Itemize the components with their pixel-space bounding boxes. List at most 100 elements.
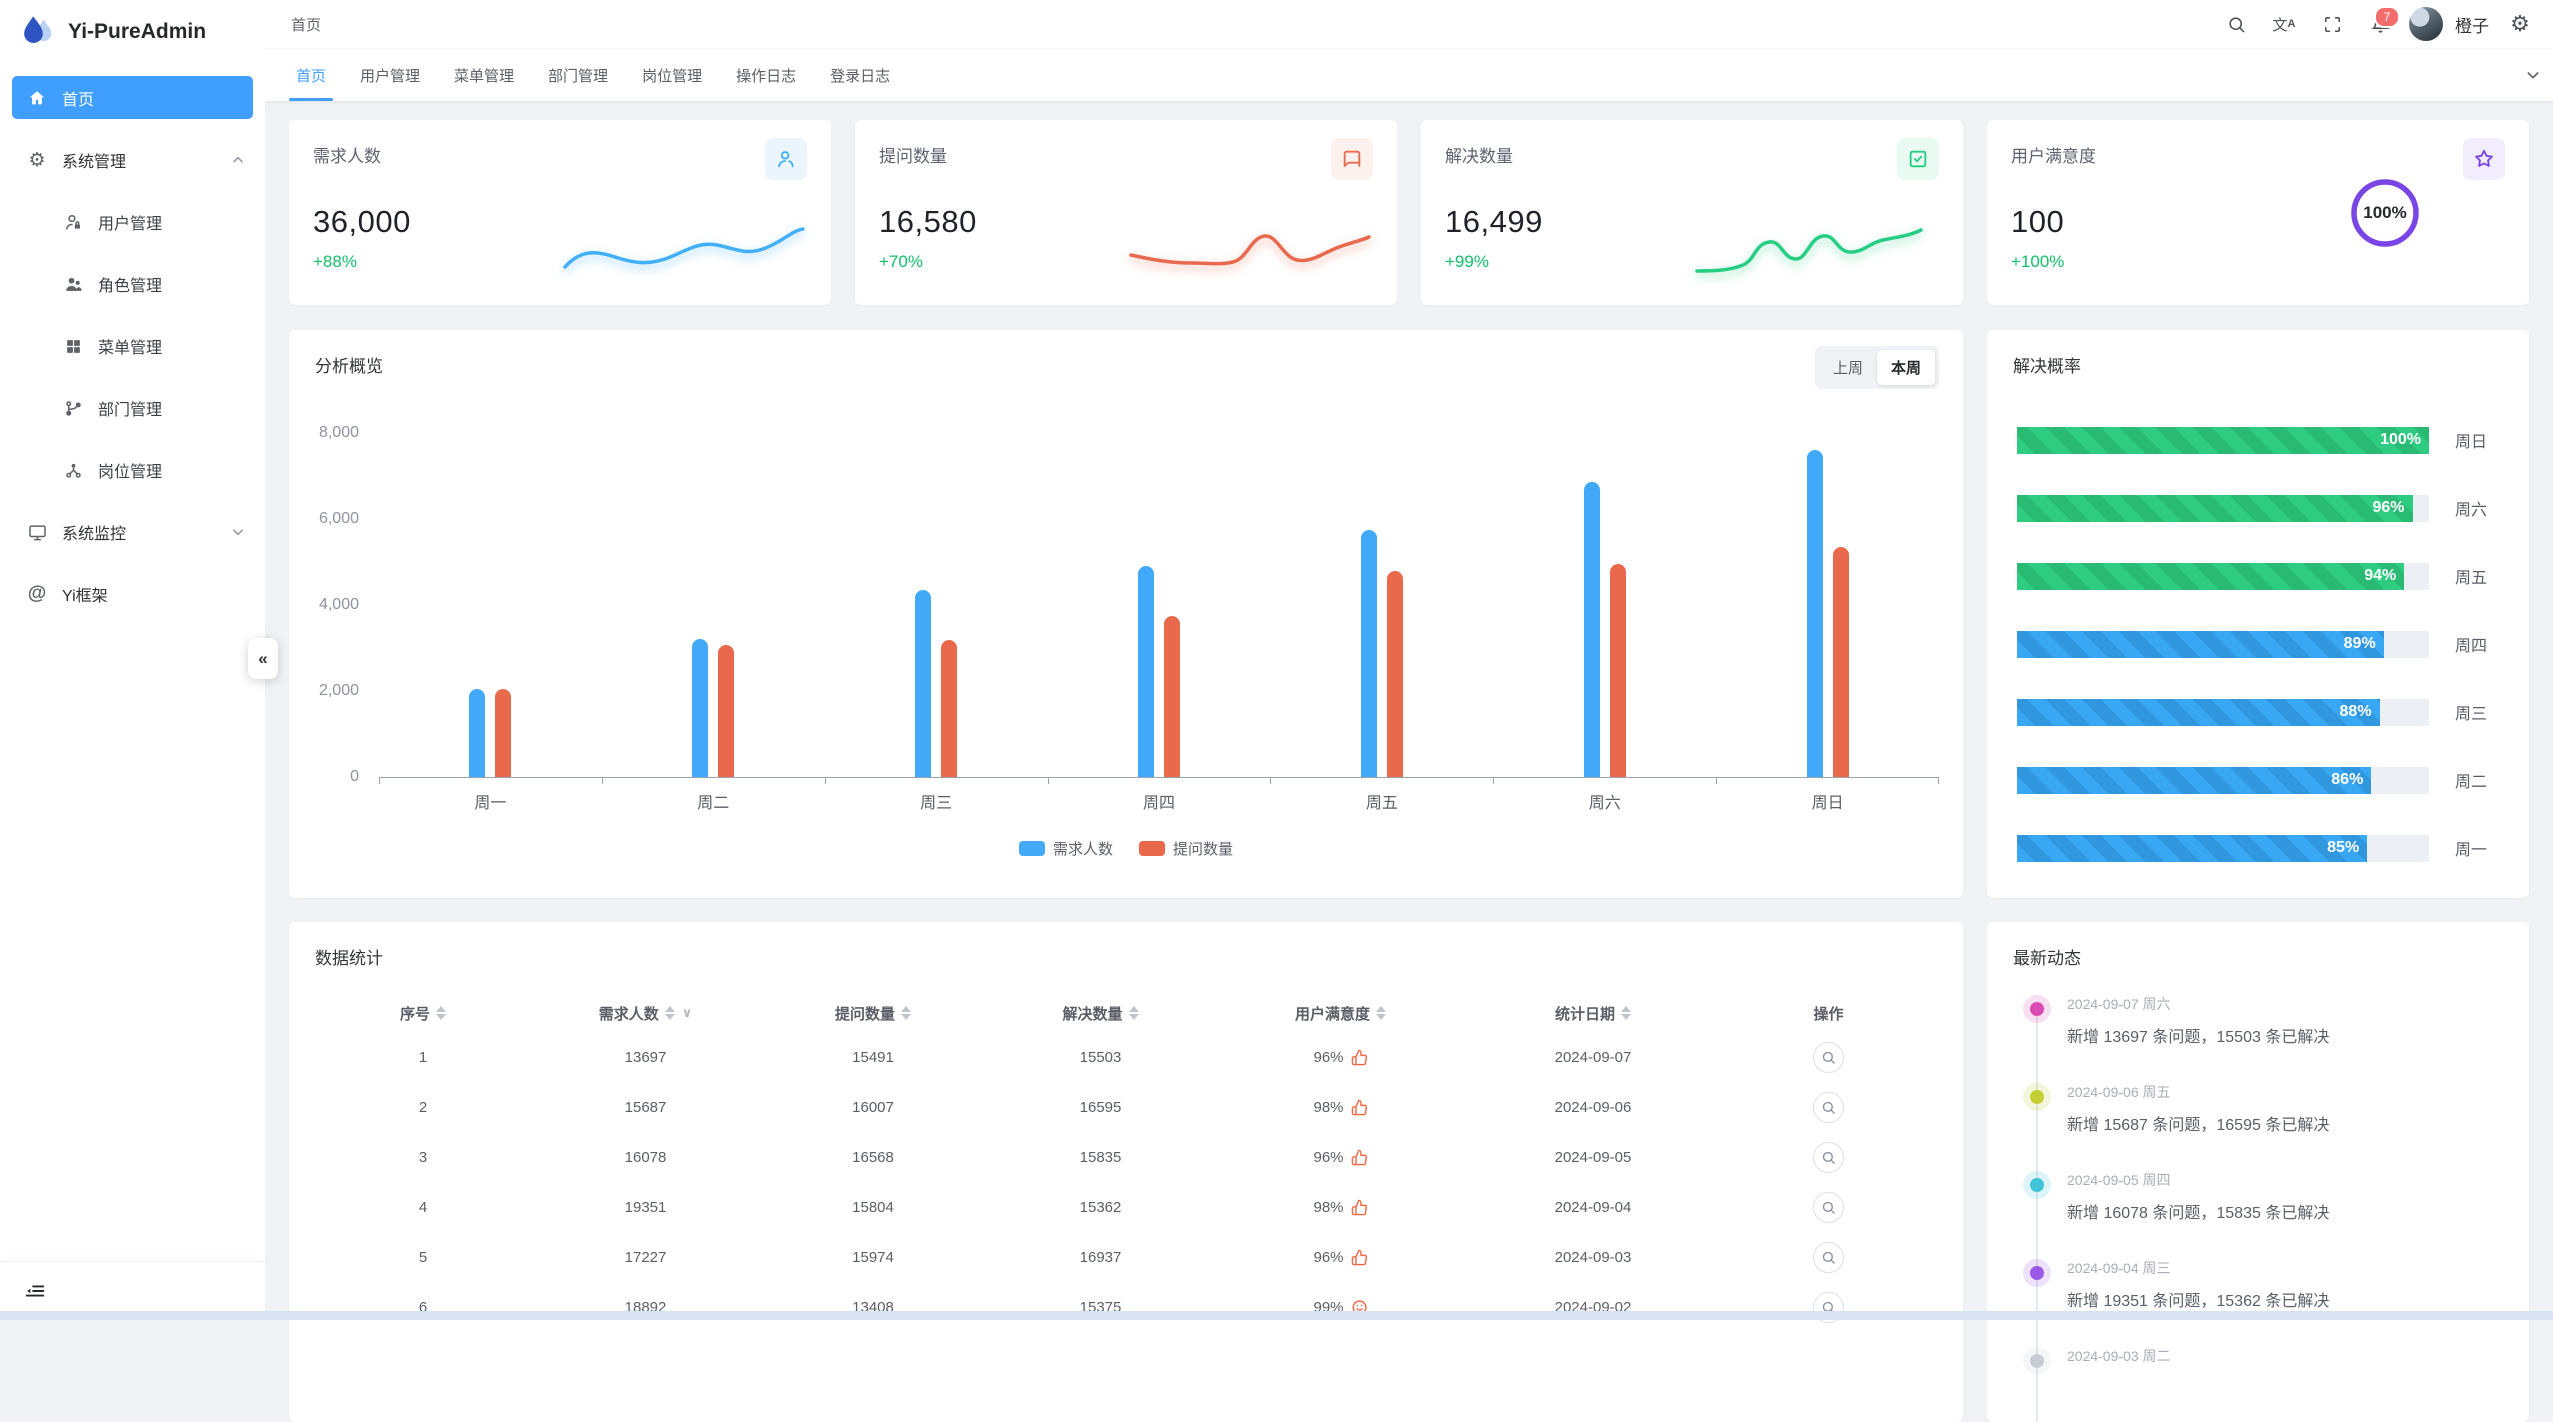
tab-list: 首页 用户管理 菜单管理 部门管理 岗位管理 操作日志 登录日志	[279, 49, 907, 101]
data-statistics-card: 数据统计 序号 需求人数 ∨ 提问数量 解决数量 用户满意度 统计日期 操作 1 13697 15…	[289, 922, 1963, 1422]
tab-item[interactable]: 菜单管理	[454, 67, 515, 85]
fullscreen-icon[interactable]	[2313, 5, 2351, 43]
sidebar-item-role-management[interactable]: 角色管理	[0, 253, 265, 315]
sort-carets-icon[interactable]	[1128, 1006, 1139, 1020]
x-axis-tick	[1493, 777, 1495, 784]
timeline-list: 2024-09-07 周六 新增 13697 条问题，15503 条已解决 2024…	[2023, 986, 2509, 1422]
user-lock-icon	[62, 213, 84, 232]
legend-item[interactable]: 需求人数	[1018, 838, 1113, 859]
bar-demand	[469, 689, 486, 777]
table-title: 数据统计	[315, 949, 383, 968]
sidebar-footer-divider	[0, 1261, 265, 1262]
tab-item[interactable]: 用户管理	[360, 67, 421, 85]
fold-menu-icon[interactable]	[22, 1278, 48, 1304]
sort-carets-icon[interactable]	[436, 1006, 446, 1020]
menu-grid-icon	[62, 338, 84, 355]
breadcrumb[interactable]: 首页	[291, 16, 322, 34]
view-detail-button[interactable]	[1813, 1141, 1844, 1173]
satisfaction-cell: 98%	[1213, 1199, 1468, 1216]
x-axis-tick	[1938, 777, 1940, 784]
column-header[interactable]: 序号	[313, 1003, 533, 1024]
last-week-button[interactable]: 上周	[1832, 360, 1863, 377]
tab-item[interactable]: 登录日志	[830, 67, 891, 85]
sidebar-item-post-management[interactable]: 岗位管理	[0, 439, 265, 501]
legend-swatch	[1018, 841, 1045, 856]
sidebar-item-user-management[interactable]: 用户管理	[0, 191, 265, 253]
search-icon	[1822, 1051, 1835, 1064]
table-cell: 5	[418, 1248, 428, 1266]
column-header[interactable]: 用户满意度	[1213, 1003, 1468, 1024]
view-detail-button[interactable]	[1813, 1091, 1844, 1123]
tab-item[interactable]: 操作日志	[736, 67, 797, 85]
solve-probability-card: 解决概率 100% 周日 96% 周六 94% 周五 89% 周四 88% 周三 86% 周二 85% 周…	[1987, 330, 2529, 898]
sidebar-item-home[interactable]: 首页	[12, 76, 253, 119]
column-header[interactable]: 统计日期	[1468, 1003, 1718, 1024]
search-icon[interactable]	[2217, 5, 2255, 43]
stat-card-question: 提问数量 16,580 +70%	[855, 120, 1397, 305]
satisfaction-cell: 96%	[1213, 1249, 1468, 1266]
sparkline-orange	[1129, 234, 1371, 266]
probability-row: 86% 周二	[2017, 746, 2511, 814]
x-axis-label: 周二	[697, 795, 730, 812]
gear-icon[interactable]: ⚙	[2510, 11, 2530, 36]
branch-icon	[62, 399, 84, 418]
sort-carets-icon[interactable]	[1376, 1006, 1386, 1020]
sidebar-item-menu-management[interactable]: 菜单管理	[0, 315, 265, 377]
timeline-dot	[2023, 995, 2051, 1023]
tab-item[interactable]: 首页	[279, 49, 343, 101]
at-icon: @	[27, 583, 47, 604]
view-detail-button[interactable]	[1813, 1041, 1844, 1073]
timeline-text: 新增 16078 条问题，15835 条已解决	[2067, 1205, 2330, 1222]
sidebar-item-yi-framework[interactable]: @ Yi框架	[0, 563, 265, 625]
sidebar-item-system-monitor[interactable]: 系统监控	[0, 501, 265, 563]
avatar[interactable]	[2409, 7, 2443, 41]
stat-card-solved: 解决数量 16,499 +99%	[1421, 120, 1963, 305]
sidebar-item-department-management[interactable]: 部门管理	[0, 377, 265, 439]
sidebar-item-label: Yi框架	[62, 588, 108, 605]
sort-carets-icon[interactable]	[664, 1006, 675, 1020]
legend-label: 需求人数	[1052, 841, 1113, 858]
home-icon	[26, 89, 48, 107]
tab-item[interactable]: 岗位管理	[642, 67, 703, 85]
this-week-button[interactable]: 本周	[1876, 350, 1935, 385]
table-row: 4 19351 15804 15362 98% 2024-09-04	[313, 1182, 1939, 1232]
horizontal-scrollbar[interactable]	[0, 1311, 2553, 1320]
progress-fill: 88%	[2017, 698, 2380, 726]
view-detail-button[interactable]	[1813, 1241, 1844, 1273]
y-axis-tick: 2,000	[318, 682, 359, 699]
action-cell	[1718, 1241, 1939, 1273]
tab-item[interactable]: 部门管理	[548, 67, 609, 85]
table-row: 1 13697 15491 15503 96% 2024-09-07	[313, 1032, 1939, 1082]
legend-label: 提问数量	[1173, 841, 1234, 858]
thumb-up-icon	[1351, 1049, 1367, 1065]
sidebar-item-label: 系统管理	[62, 154, 127, 171]
username[interactable]: 橙子	[2455, 16, 2489, 36]
sidebar-item-system-management[interactable]: ⚙ 系统管理	[0, 129, 265, 191]
column-header[interactable]: 解决数量	[988, 1003, 1213, 1024]
progress-day-label: 周日	[2455, 434, 2488, 451]
y-axis: 0 2,000 4,000 6,000 8,000	[289, 424, 369, 785]
timeline-dot	[2023, 1083, 2051, 1111]
action-cell	[1718, 1141, 1939, 1173]
sort-carets-icon[interactable]	[901, 1006, 911, 1020]
column-header[interactable]: 提问数量	[758, 1003, 988, 1024]
column-header[interactable]: 需求人数 ∨	[598, 1005, 693, 1023]
filter-icon[interactable]: ∨	[681, 1005, 693, 1020]
x-axis-tick	[1270, 777, 1272, 784]
app-title: Yi-PureAdmin	[68, 20, 207, 43]
bar-chart-plot: 周一 周二 周三 周四 周五 周六 周日	[379, 433, 1940, 812]
sidebar-collapse-handle[interactable]: «	[248, 638, 278, 679]
chevron-down-icon[interactable]	[2525, 49, 2541, 101]
notification-badge: 7	[2374, 6, 2400, 28]
table-cell: 16937	[1079, 1248, 1122, 1266]
app-logo[interactable]: Yi-PureAdmin	[0, 0, 265, 64]
bar-demand	[1806, 450, 1823, 777]
bell-icon[interactable]: 7	[2361, 5, 2400, 43]
y-axis-tick: 6,000	[318, 510, 359, 527]
view-detail-button[interactable]	[1813, 1191, 1844, 1223]
sort-carets-icon[interactable]	[1621, 1006, 1631, 1020]
column-header: 操作	[1813, 1005, 1844, 1023]
probability-bars: 100% 周日 96% 周六 94% 周五 89% 周四 88% 周三 86% 周二 85% 周一	[2017, 406, 2511, 882]
legend-item[interactable]: 提问数量	[1139, 838, 1233, 859]
